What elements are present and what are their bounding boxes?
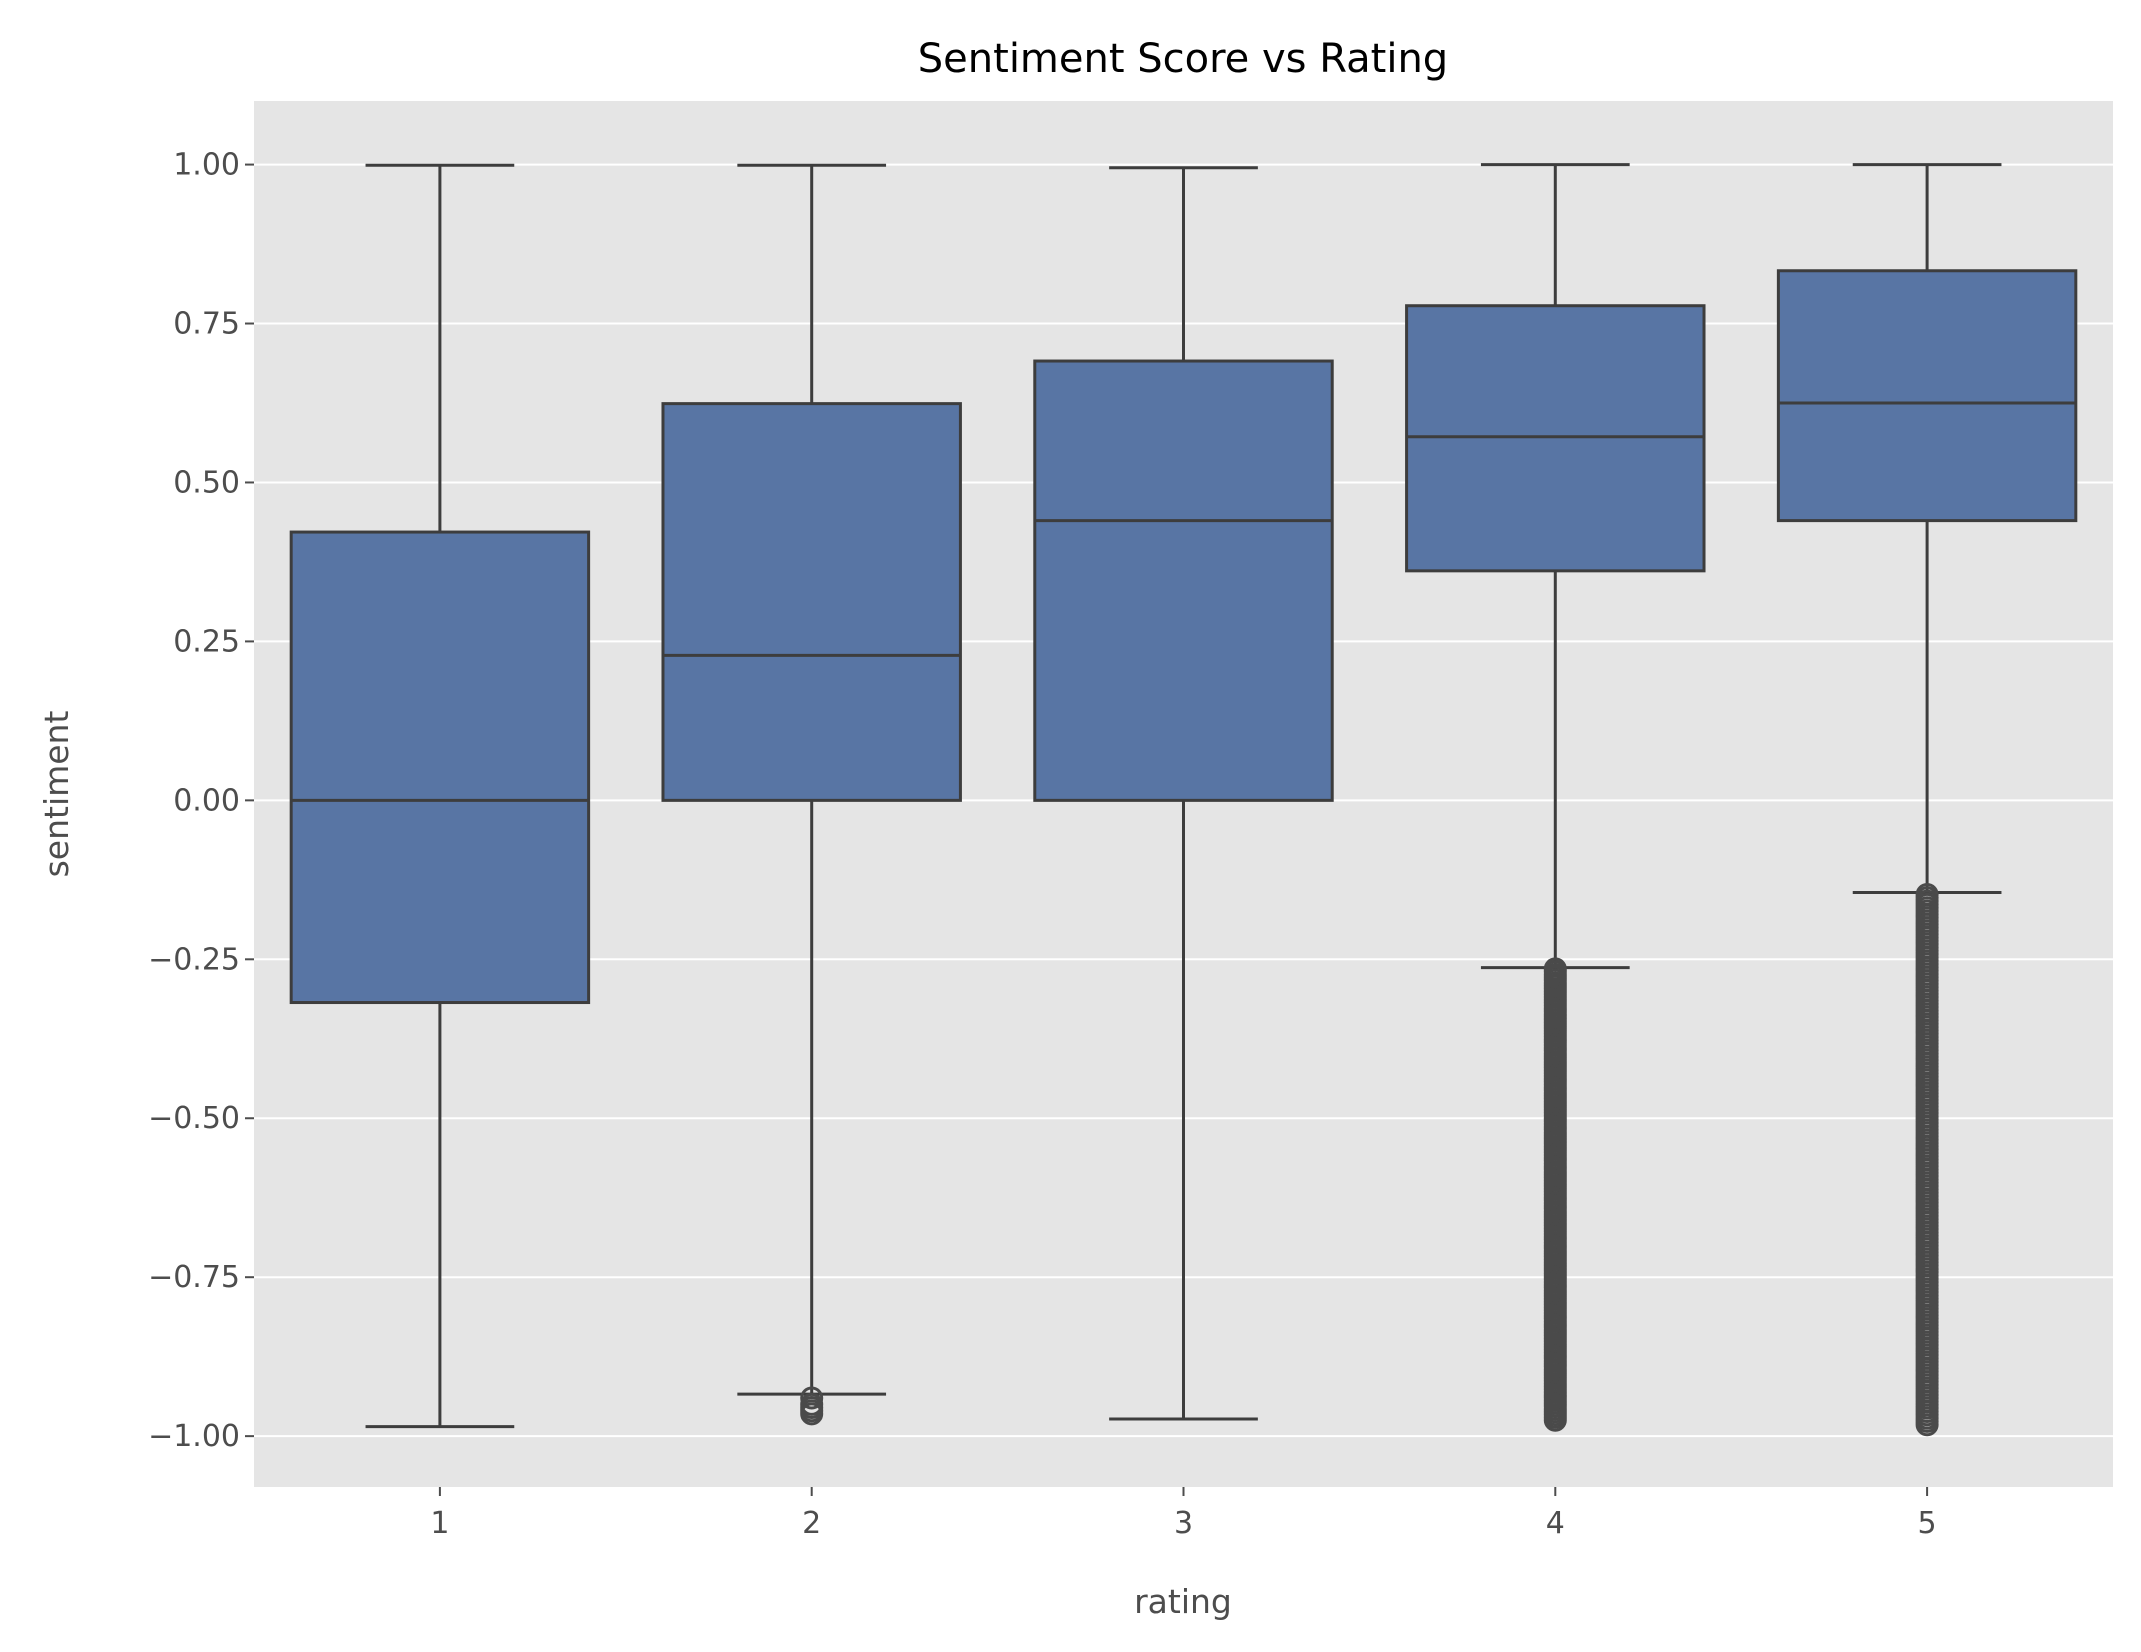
x-axis-label: rating [1134,1582,1232,1621]
x-tick-label: 4 [1546,1506,1565,1541]
outlier-point [1543,957,1567,981]
y-axis-ticks: 1.00 0.75 0.50 0.25 0.00 −0.25 −0.50 −0.75 −1.00 [148,148,254,1454]
outliers [1543,957,1567,1432]
y-tick-label: −0.25 [148,942,240,977]
box-1 [289,163,591,1429]
y-tick-label: 1.00 [173,148,240,183]
iqr-box [1033,359,1334,802]
y-tick-label: 0.00 [173,783,240,818]
y-tick-label: 0.50 [173,465,240,500]
iqr-box [1776,269,2078,523]
y-tick-label: −0.50 [148,1101,240,1136]
outlier-point [800,1402,824,1426]
y-tick-label: −0.75 [148,1260,240,1295]
chart-title: Sentiment Score vs Rating [918,36,1448,82]
x-tick-label: 5 [1918,1506,1937,1541]
boxes [289,163,2078,1437]
outliers [1915,882,1939,1437]
box-3 [1033,166,1334,1421]
box-5 [1776,163,2078,1437]
y-axis-label: sentiment [37,711,76,878]
box-4 [1405,163,1706,1432]
outlier-point [1915,882,1939,906]
box-2 [661,163,962,1426]
y-tick-label: 0.25 [173,624,240,659]
x-tick-label: 3 [1174,1506,1193,1541]
x-axis-ticks: 1 2 3 4 5 [430,1487,1937,1541]
iqr-box [1405,304,1706,573]
y-tick-label: 0.75 [173,307,240,342]
x-tick-label: 1 [430,1506,449,1541]
iqr-box [289,530,591,1005]
x-tick-label: 2 [802,1506,821,1541]
outlier-point [800,1386,824,1410]
iqr-box [661,402,962,802]
y-tick-label: −1.00 [148,1419,240,1454]
outliers [800,1386,824,1426]
